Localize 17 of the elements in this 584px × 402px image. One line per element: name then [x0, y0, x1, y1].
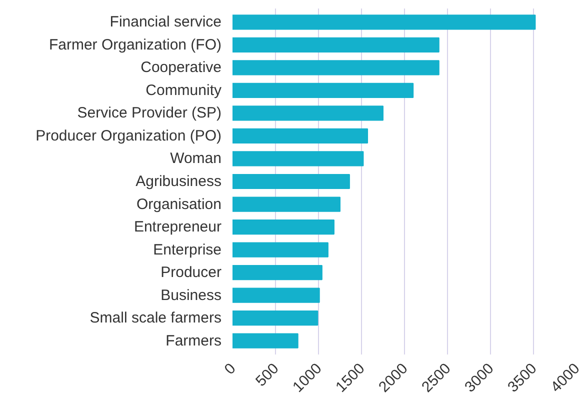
y-tick-label: Entrepreneur	[134, 218, 222, 236]
y-tick-label: Organisation	[136, 196, 222, 213]
y-tick-label: Agribusiness	[136, 173, 222, 190]
x-tick-label: 0	[221, 360, 240, 378]
y-tick-label: Producer Organization (PO)	[36, 127, 222, 144]
y-tick-label: Farmers	[166, 332, 222, 350]
y-tick-label: Enterprise	[153, 241, 222, 258]
y-tick-label: Farmer Organization (FO)	[48, 36, 222, 54]
y-tick-label: Woman	[170, 150, 222, 168]
y-tick-label: Producer	[160, 264, 222, 282]
y-tick-label: Financial service	[110, 14, 222, 31]
y-tick-label: Cooperative	[140, 59, 222, 76]
y-tick-label: Community	[146, 82, 222, 99]
x-tick-label: 500	[252, 360, 282, 390]
y-tick-label: Small scale farmers	[90, 310, 222, 327]
y-tick-label: Service Provider (SP)	[77, 104, 222, 122]
y-tick-label: Business	[160, 286, 222, 304]
